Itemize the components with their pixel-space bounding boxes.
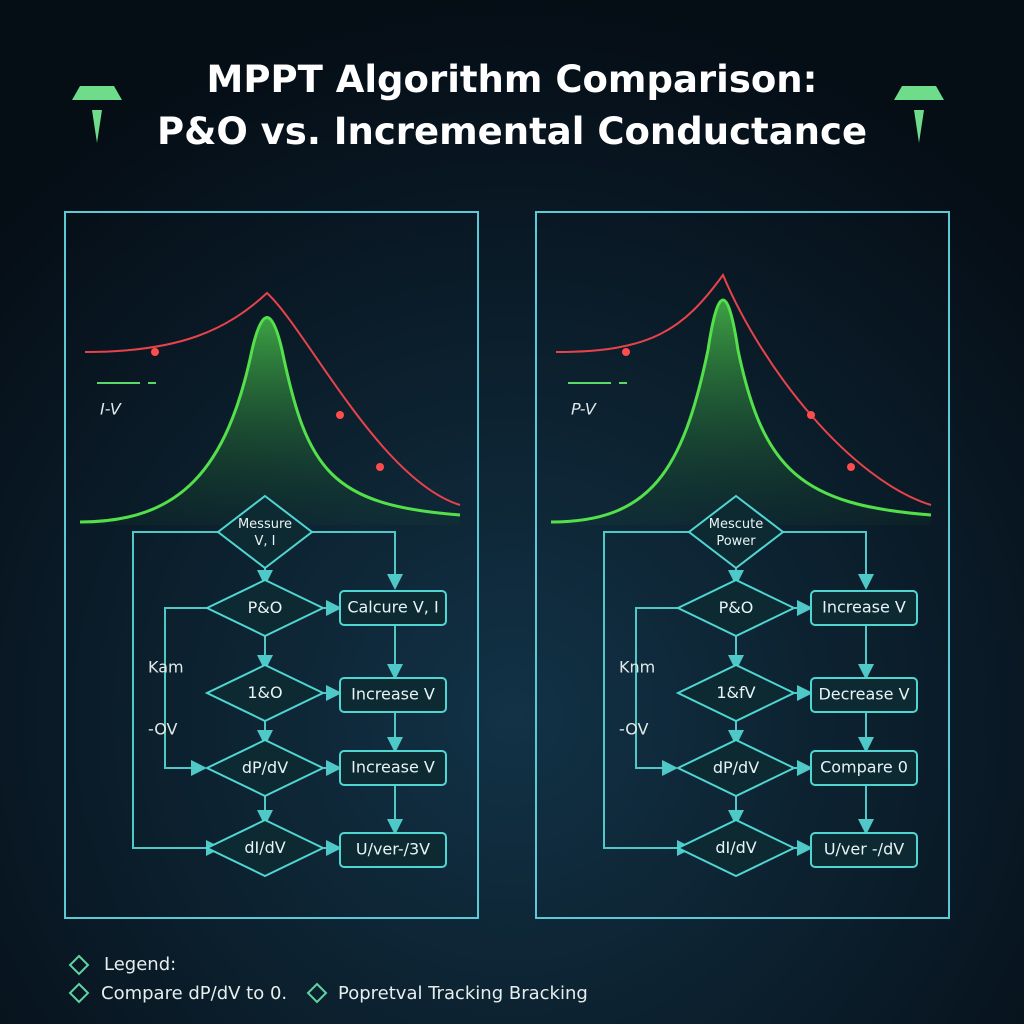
diamond-label-line: dP/dV	[713, 758, 759, 777]
flow-line	[781, 531, 874, 590]
box-label: Increase V	[351, 685, 435, 704]
panel: P-V Mescute Power P&O 1&fV dP/dV dI/dV Increase…	[535, 211, 950, 919]
flow-box	[339, 590, 447, 626]
flow-box	[339, 677, 447, 713]
flow-line	[635, 607, 681, 776]
marker-dot	[622, 348, 630, 356]
curve-fill	[551, 300, 931, 525]
legend-icon	[68, 954, 328, 1004]
curve	[555, 272, 932, 506]
box-label: Increase V	[351, 758, 435, 777]
marker-dot	[847, 463, 855, 471]
flow-line	[164, 607, 210, 776]
diamond-label-line: dI/dV	[244, 838, 285, 857]
flow-box	[810, 832, 918, 868]
diamond-label: dI/dV	[715, 838, 756, 857]
flow-diamond	[675, 578, 797, 638]
flow-line	[603, 531, 693, 856]
panel-frame	[64, 211, 479, 919]
flow-diamond	[675, 818, 797, 878]
marker-dot	[151, 348, 159, 356]
curve	[550, 298, 932, 524]
flow-diamond	[204, 818, 326, 878]
diamond-label-line: 1&O	[247, 683, 282, 702]
flow-diamond	[216, 494, 314, 570]
diamond-label-line: P&O	[719, 598, 754, 617]
legend: Legend: Compare dP/dV to 0. Popretval Tr…	[68, 954, 588, 1004]
marker-dot	[807, 411, 815, 419]
flow-diamond	[675, 738, 797, 798]
flow-diamond	[675, 663, 797, 723]
panel-frame	[535, 211, 950, 919]
diamond-label: Messure V, I	[238, 517, 292, 549]
panel: I-V Messure V, I P&O 1&O dP/dV dI/dV Calcure V,…	[64, 211, 479, 919]
flow-line	[310, 531, 403, 590]
legend-item: Popretval Tracking Bracking	[338, 983, 588, 1004]
diamond-label-line: P&O	[248, 598, 283, 617]
curve	[79, 316, 461, 524]
flow-box	[339, 750, 447, 786]
flow-diamond	[204, 578, 326, 638]
diamond-label: dP/dV	[242, 758, 288, 777]
flow-line	[132, 531, 222, 856]
flow-diamond	[204, 663, 326, 723]
diamond-label-line: 1&fV	[716, 683, 755, 702]
curve-label: I-V	[100, 400, 122, 419]
box-label: U/ver -/dV	[824, 840, 904, 859]
flow-box	[810, 590, 918, 626]
diamond-label: P&O	[248, 598, 283, 617]
flow-box	[810, 750, 918, 786]
box-label: Calcure V, I	[347, 598, 438, 617]
icon	[72, 86, 944, 143]
box-label: Increase V	[822, 598, 906, 617]
legend-item: Compare dP/dV to 0.	[101, 983, 287, 1004]
marker-dot	[336, 411, 344, 419]
curve-label: P-V	[571, 400, 597, 419]
diamond-label: P&O	[719, 598, 754, 617]
title: P&O vs. Incremental Conductance	[157, 110, 867, 153]
diamond-label-line: Mescute	[709, 517, 763, 532]
marker-dot	[376, 463, 384, 471]
box-label: Decrease V	[818, 685, 909, 704]
side-label: Kam	[148, 658, 184, 677]
box-label: U/ver-/3V	[356, 840, 430, 859]
diamond-label-line: V, I	[255, 534, 276, 549]
diamond-label-line: Power	[716, 534, 756, 549]
curve-fill	[80, 317, 460, 525]
flow-diamond	[204, 738, 326, 798]
diamond-label-line: dP/dV	[242, 758, 288, 777]
side-label: -OV	[148, 720, 178, 739]
diamond-label: 1&O	[247, 683, 282, 702]
side-label: -OV	[619, 720, 649, 739]
flow-diamond	[687, 494, 785, 570]
diamond-label: dI/dV	[244, 838, 285, 857]
diamond-label-line: Messure	[238, 517, 292, 532]
diamond-label: dP/dV	[713, 758, 759, 777]
title: MPPT Algorithm Comparison:	[207, 58, 818, 101]
flow-box	[810, 677, 918, 713]
diamond-label-line: dI/dV	[715, 838, 756, 857]
flow-box	[339, 832, 447, 868]
box-label: Compare 0	[820, 758, 908, 777]
legend-title: Legend:	[104, 954, 176, 975]
side-label: Knm	[619, 658, 655, 677]
curve	[84, 291, 461, 506]
diamond-label: Mescute Power	[709, 517, 763, 549]
diamond-label: 1&fV	[716, 683, 755, 702]
